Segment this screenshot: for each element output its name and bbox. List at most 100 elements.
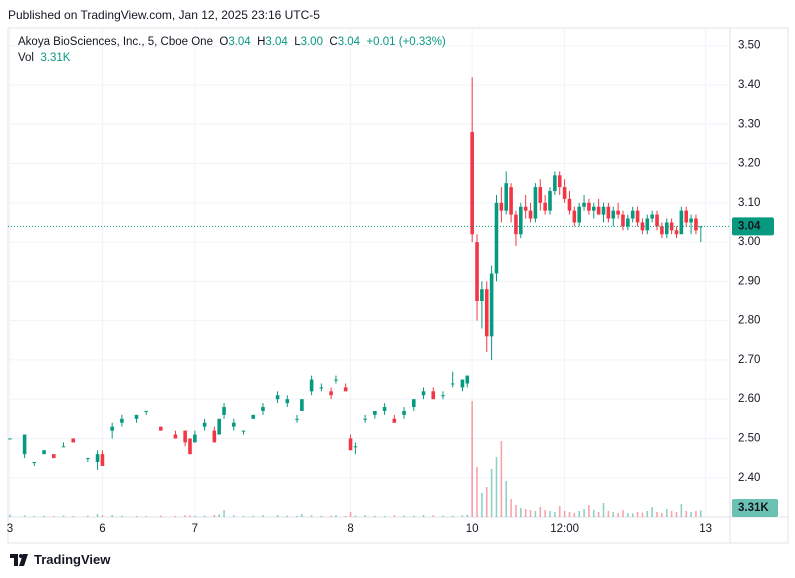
volume-bar bbox=[481, 493, 483, 517]
legend-key: H bbox=[257, 36, 266, 48]
volume-bar bbox=[485, 487, 488, 517]
volume-bar bbox=[121, 515, 123, 517]
candle-body bbox=[664, 222, 669, 235]
volume-bar bbox=[344, 516, 347, 517]
candle-body bbox=[295, 418, 299, 420]
candle-body bbox=[441, 395, 445, 397]
volume-bar bbox=[466, 514, 469, 517]
volume-bar bbox=[451, 515, 454, 517]
candle-body bbox=[363, 418, 367, 420]
candle-body bbox=[86, 458, 90, 460]
volume-bar bbox=[617, 513, 619, 517]
volume-bar bbox=[510, 499, 512, 517]
candle-body bbox=[528, 210, 533, 219]
candle-body bbox=[309, 379, 314, 392]
candle-body bbox=[533, 187, 538, 219]
volume-bar bbox=[145, 516, 148, 517]
chart-frame bbox=[7, 27, 789, 544]
candle-body bbox=[460, 379, 465, 388]
volume-bar bbox=[578, 511, 580, 517]
candle-body bbox=[606, 206, 611, 219]
volume-bar bbox=[442, 515, 444, 517]
volume-bar bbox=[33, 516, 36, 517]
candle-body bbox=[616, 210, 620, 215]
candle-body bbox=[655, 214, 659, 227]
candle-body bbox=[353, 446, 358, 448]
candle-body bbox=[553, 175, 557, 192]
volume-bar bbox=[262, 515, 264, 517]
candle-body bbox=[373, 410, 377, 415]
y-tick-label: 2.80 bbox=[738, 315, 760, 327]
volume-bar bbox=[656, 512, 658, 517]
volume-bar bbox=[364, 515, 366, 517]
volume-bar bbox=[627, 513, 629, 517]
candle-body bbox=[650, 214, 654, 219]
legend-value: 3.04 bbox=[265, 36, 288, 48]
volume-bar bbox=[670, 511, 673, 517]
candle-body bbox=[217, 418, 221, 435]
candle-body bbox=[587, 202, 591, 211]
last-volume-tag bbox=[732, 499, 778, 517]
volume-bar bbox=[412, 515, 415, 517]
volume-bar bbox=[520, 508, 522, 517]
candle-body bbox=[159, 426, 163, 431]
candle-body bbox=[635, 210, 640, 223]
volume-bar bbox=[223, 510, 225, 517]
legend-key: O bbox=[219, 36, 229, 48]
volume-bar bbox=[471, 401, 473, 517]
volume-bar bbox=[695, 511, 697, 517]
volume-bar bbox=[588, 505, 590, 517]
volume-bar bbox=[43, 515, 45, 517]
volume-bar bbox=[111, 515, 113, 517]
volume-bar bbox=[87, 515, 89, 517]
brand-logo bbox=[10, 553, 28, 566]
volume-bar bbox=[96, 514, 99, 517]
candle-body bbox=[494, 202, 499, 274]
volume-bar bbox=[432, 515, 435, 517]
volume-bar bbox=[310, 515, 313, 517]
volume-bar bbox=[500, 441, 503, 517]
volume-bar bbox=[685, 511, 688, 517]
y-tick-label: 3.50 bbox=[738, 40, 760, 52]
candle-body bbox=[465, 375, 470, 384]
volume-bar bbox=[296, 515, 298, 517]
candle-body bbox=[222, 407, 226, 415]
candle-body bbox=[61, 446, 66, 448]
last-price-tag bbox=[732, 217, 774, 236]
volume-bar bbox=[160, 515, 162, 517]
volume-bar bbox=[636, 512, 639, 517]
volume-bar bbox=[52, 516, 55, 517]
volume-bar bbox=[622, 510, 624, 517]
candle-body bbox=[411, 399, 416, 408]
volume-bar bbox=[554, 512, 556, 517]
published-note: Published on TradingView.com, Jan 12, 20… bbox=[8, 8, 320, 22]
volume-bar bbox=[101, 515, 104, 517]
volume-bar bbox=[646, 511, 649, 517]
candle-body bbox=[402, 410, 406, 415]
legend-value: 3.04 bbox=[337, 36, 361, 48]
volume-bar bbox=[135, 516, 138, 517]
candle-body bbox=[645, 218, 650, 231]
volume-bar bbox=[242, 516, 245, 517]
volume-bar bbox=[490, 469, 493, 517]
candle-body bbox=[431, 391, 436, 400]
candle-body bbox=[134, 414, 139, 419]
candle-body bbox=[144, 410, 149, 412]
candle-body bbox=[543, 202, 547, 211]
volume-bar bbox=[184, 515, 186, 517]
y-tick-label: 2.90 bbox=[738, 275, 760, 287]
candle-body bbox=[71, 438, 76, 443]
volume-bar bbox=[597, 512, 600, 517]
y-tick-label: 3.30 bbox=[738, 118, 760, 130]
volume-bar bbox=[72, 516, 75, 517]
candle-body bbox=[674, 230, 679, 235]
volume-bar bbox=[544, 510, 546, 517]
volume-bar bbox=[549, 511, 551, 517]
candle-body bbox=[684, 210, 689, 223]
volume-bar bbox=[690, 512, 692, 517]
candle-body bbox=[611, 210, 616, 219]
volume-bar bbox=[680, 504, 683, 517]
volume-bar bbox=[665, 509, 668, 517]
x-tick-label: 6 bbox=[99, 523, 105, 535]
